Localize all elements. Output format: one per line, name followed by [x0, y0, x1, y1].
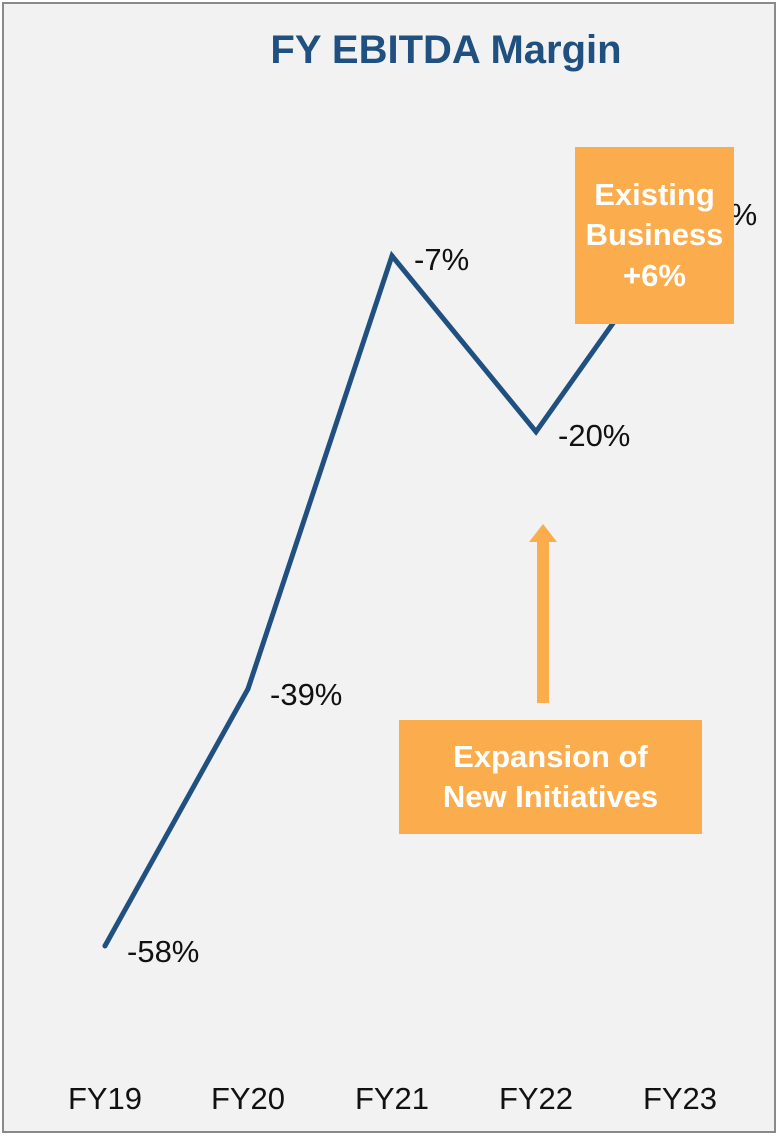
x-tick-fy21: FY21: [355, 1081, 429, 1116]
x-tick-fy23: FY23: [643, 1081, 717, 1116]
ebitda-margin-line: [102, 226, 683, 949]
data-label-fy22: -20%: [558, 418, 630, 453]
x-tick-fy22: FY22: [499, 1081, 573, 1116]
arrow-head: [529, 524, 557, 542]
data-point-fy22: [533, 429, 539, 435]
arrow-shaft: [537, 541, 549, 703]
x-tick-fy20: FY20: [211, 1081, 285, 1116]
data-point-fy19: [102, 943, 108, 949]
expansion-note-text: Expansion of New Initiatives: [442, 738, 659, 814]
data-label-fy19: -58%: [127, 934, 199, 969]
x-tick-fy19: FY19: [68, 1081, 142, 1116]
data-point-fy21: [389, 253, 395, 259]
existing-business-note: Existing Business +6%: [575, 147, 734, 324]
data-label-fy21: -7%: [414, 242, 469, 277]
chart-title: FY EBITDA Margin: [270, 28, 622, 72]
data-label-fy20: -39%: [270, 677, 342, 712]
existing-business-note-text: Existing Business +6%: [585, 177, 724, 293]
data-point-fy20: [245, 686, 251, 692]
expansion-note: Expansion of New Initiatives: [399, 720, 702, 834]
